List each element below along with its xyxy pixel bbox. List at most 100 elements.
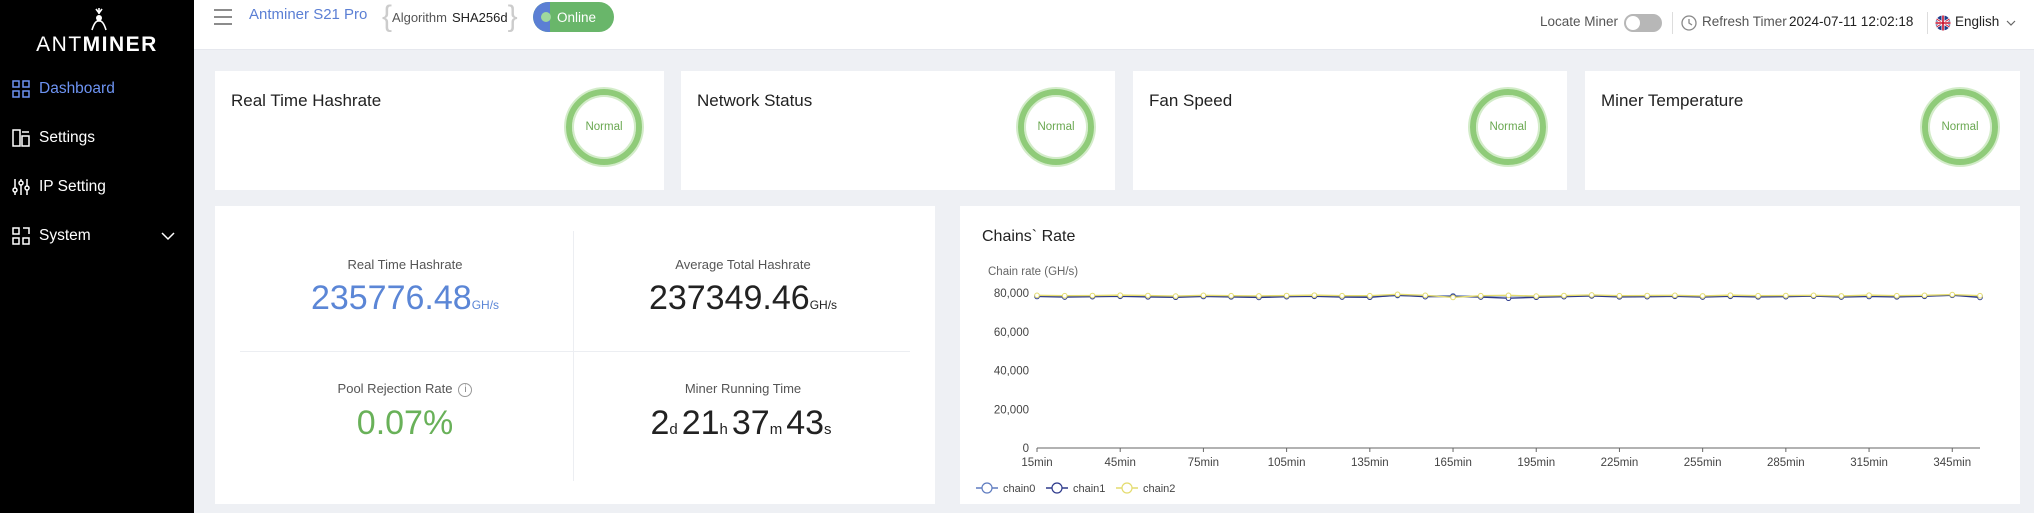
data-point (1477, 292, 1484, 299)
legend-marker (981, 482, 993, 494)
locate-miner-toggle[interactable] (1624, 14, 1662, 32)
sidebar-item-ip-setting[interactable]: IP Setting (0, 167, 194, 207)
data-point (1256, 293, 1262, 299)
divider (240, 351, 910, 352)
ant-logo-icon (91, 8, 107, 31)
status-ring: Normal (1922, 89, 1998, 165)
data-point (1450, 294, 1456, 301)
miner-running-time-label: Miner Running Time (684, 381, 802, 396)
x-tick-label: 45min (1105, 457, 1136, 469)
real-time-hashrate-value: 235776.48GH/s (310, 279, 500, 317)
data-point (1367, 292, 1373, 299)
sidebar-item-dashboard[interactable]: Dashboard (0, 69, 194, 109)
x-tick-label: 195min (1517, 457, 1555, 469)
divider (573, 231, 574, 481)
miner-model: Antminer S21 Pro (249, 6, 368, 23)
data-point (1533, 293, 1540, 299)
x-tick-label: 15min (1021, 457, 1052, 469)
x-tick-label: 225min (1601, 457, 1639, 469)
y-tick-label: 20,000 (994, 404, 1029, 416)
algorithm-value: SHA256d (451, 9, 508, 25)
legend-marker (1121, 482, 1133, 494)
status-ring: Normal (566, 89, 642, 165)
legend-label: chain2 (1143, 483, 1175, 495)
pool-rejection-rate-label: Pool Rejection Rate i (240, 381, 570, 397)
status-badge: Online (533, 2, 614, 32)
sidebar-item-label: System (39, 227, 91, 244)
y-axis-label: Chain rate (GH/s) (988, 266, 1078, 278)
pool-rejection-rate-value: 0.07% (356, 404, 454, 442)
data-point (1755, 292, 1761, 299)
info-icon[interactable]: i (458, 382, 473, 397)
chevron-down-icon[interactable] (2006, 19, 2016, 27)
ip-setting-icon (11, 177, 31, 197)
sidebar-item-system[interactable]: System (0, 216, 194, 256)
data-point (1783, 292, 1789, 299)
data-point (1699, 293, 1706, 299)
data-point (1228, 292, 1234, 299)
card-title: Network Status (697, 91, 813, 110)
legend-label: chain0 (1003, 483, 1035, 495)
data-point (1089, 292, 1096, 299)
data-point (1672, 292, 1678, 299)
status-ring: Normal (1470, 89, 1546, 165)
x-tick-label: 105min (1268, 457, 1306, 469)
algorithm-label: Algorithm (392, 9, 447, 25)
x-tick-label: 255min (1684, 457, 1722, 469)
card-title: Miner Temperature (1601, 91, 1744, 110)
status-ring: Normal (1018, 89, 1094, 165)
dashboard-icon (11, 79, 31, 99)
data-point (1921, 292, 1928, 299)
real-time-hashrate-label: Real Time Hashrate (347, 257, 463, 272)
system-icon (11, 226, 31, 246)
sidebar-item-settings[interactable]: Settings (0, 118, 194, 158)
brace-left: { (382, 0, 393, 33)
data-point (1061, 292, 1068, 299)
data-point (1311, 292, 1318, 298)
data-point (1145, 292, 1151, 299)
locate-miner-label: Locate Miner (1540, 14, 1619, 29)
x-tick-label: 165min (1434, 457, 1472, 469)
y-tick-label: 60,000 (994, 327, 1029, 339)
uk-flag-icon (1935, 15, 1951, 31)
language-selector[interactable]: English (1955, 14, 2000, 29)
sidebar-item-label: IP Setting (39, 178, 106, 195)
y-tick-label: 80,000 (994, 288, 1029, 300)
x-tick-label: 135min (1351, 457, 1389, 469)
data-point (1117, 292, 1124, 298)
chains-rate-chart: Chain rate (GH/s) 0 20,000 40,000 60,000 80,0… (976, 266, 1983, 495)
data-point (1394, 291, 1401, 298)
top-bar: Antminer S21 Pro { Algorithm SHA256d } O… (194, 0, 2034, 50)
data-point (1283, 292, 1290, 299)
average-total-hashrate-label: Average Total Hashrate (675, 257, 811, 272)
stats-panel: Real Time Hashrate 235776.48GH/s Average… (215, 206, 935, 504)
data-point (1561, 292, 1567, 299)
data-point (1616, 292, 1623, 299)
status-card-real-time-hashrate: Real Time Hashrate Normal (215, 71, 664, 190)
x-tick-label: 345min (1933, 457, 1971, 469)
chevron-down-icon[interactable] (160, 228, 176, 244)
divider (1672, 12, 1673, 34)
y-tick-label: 40,000 (994, 366, 1029, 378)
settings-icon (11, 128, 31, 148)
menu-toggle-icon[interactable] (212, 6, 234, 28)
chains-rate-panel: Chains` Rate Chain rate (GH/s) 0 20,000 40,… (960, 206, 2020, 504)
data-point (1727, 292, 1734, 298)
data-point (1200, 292, 1207, 299)
data-point (1505, 292, 1512, 299)
status-card-miner-temperature: Miner Temperature Normal (1585, 71, 2020, 190)
data-point (1977, 292, 1983, 299)
data-point (1949, 291, 1956, 298)
chart-title: Chains` Rate (982, 228, 1076, 245)
data-point (1339, 292, 1345, 299)
online-dot-icon (541, 12, 551, 22)
data-point (1172, 293, 1179, 299)
refresh-timer-icon (1681, 15, 1697, 31)
data-point (1588, 292, 1595, 298)
antminer-logo: ANTMINER (0, 4, 194, 56)
sidebar: ANTMINER Dashboard Settings IP Setting S… (0, 0, 194, 513)
refresh-timer-label: Refresh Timer (1702, 14, 1787, 29)
card-title: Real Time Hashrate (231, 91, 382, 110)
brace-right: } (507, 0, 518, 33)
card-title: Fan Speed (1149, 91, 1233, 110)
